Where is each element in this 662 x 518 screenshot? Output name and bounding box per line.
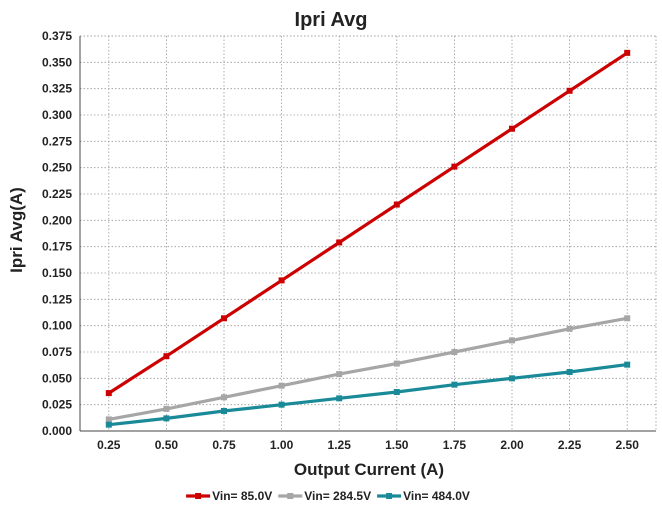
x-axis-title: Output Current (A) (294, 460, 444, 479)
y-tick-label: 0.325 (42, 82, 72, 96)
data-point (509, 375, 515, 382)
legend-label: Vin= 85.0V (212, 489, 272, 503)
data-point (163, 405, 170, 412)
data-point (624, 49, 631, 56)
x-tick-label: 0.50 (155, 438, 179, 452)
data-point (221, 394, 227, 401)
y-tick-label: 0.300 (42, 108, 72, 122)
data-point (566, 87, 573, 94)
data-point (566, 325, 573, 332)
data-point (451, 381, 458, 388)
data-point (393, 389, 400, 396)
y-tick-label: 0.100 (42, 319, 72, 333)
legend-marker (386, 493, 393, 499)
series-line-2 (107, 316, 629, 421)
axes: 0.000 0.025 0.050 0.075 0.100 0.125 0.150 0.175… (42, 29, 656, 452)
data-point (105, 390, 112, 397)
data-point (336, 239, 343, 246)
chart-title: Ipri Avg (295, 9, 368, 31)
series-group (105, 49, 631, 428)
data-point (221, 407, 227, 414)
y-tick-label: 0.225 (42, 187, 72, 201)
data-point (451, 349, 458, 355)
legend-marker (195, 493, 202, 499)
x-tick-label: 0.75 (212, 438, 236, 452)
y-tick-label: 0.000 (42, 424, 72, 438)
data-point (393, 360, 400, 367)
y-tick-label: 0.275 (42, 134, 72, 148)
legend-label: Vin= 284.5V (304, 489, 371, 503)
data-point (336, 371, 343, 378)
data-point (278, 382, 285, 389)
x-tick-label: 2.50 (616, 438, 640, 452)
y-tick-label: 0.025 (42, 398, 72, 412)
x-tick-label: 2.00 (500, 438, 524, 452)
x-tick-label: 1.25 (328, 438, 352, 452)
data-point (393, 201, 400, 208)
y-tick-label: 0.150 (42, 266, 72, 280)
x-tick-label: 0.25 (97, 438, 121, 452)
y-axis-title: Ipri Avg(A) (7, 187, 26, 273)
x-tick-label: 1.00 (270, 438, 294, 452)
y-tick-label: 0.200 (42, 213, 72, 227)
legend: Vin= 85.0V Vin= 284.5V Vin= 484.0V (186, 489, 470, 503)
data-point (278, 277, 285, 284)
data-point (624, 361, 631, 368)
grid (80, 35, 657, 431)
data-point (105, 421, 112, 428)
data-point (566, 369, 573, 376)
y-tick-label: 0.125 (42, 292, 72, 306)
x-tick-label: 2.25 (558, 438, 582, 452)
legend-label: Vin= 484.0V (403, 489, 470, 503)
y-tick-label: 0.350 (42, 55, 72, 69)
y-tick-label: 0.075 (42, 345, 72, 359)
data-point (163, 415, 170, 422)
data-point (509, 125, 515, 132)
x-tick-label: 1.50 (385, 438, 409, 452)
data-point (278, 401, 285, 408)
data-point (336, 395, 343, 402)
data-point (105, 416, 112, 423)
y-tick-label: 0.050 (42, 371, 72, 385)
y-tick-label: 0.175 (42, 240, 72, 254)
x-tick-label: 1.75 (443, 438, 467, 452)
y-tick-label: 0.250 (42, 161, 72, 175)
data-point (221, 315, 227, 322)
data-point (163, 353, 170, 360)
data-point (509, 337, 515, 344)
series-line-1 (107, 51, 629, 395)
series-line-3 (107, 363, 629, 427)
data-point (451, 163, 458, 170)
legend-marker (287, 493, 294, 499)
y-tick-label: 0.375 (42, 29, 72, 43)
data-point (624, 315, 631, 322)
